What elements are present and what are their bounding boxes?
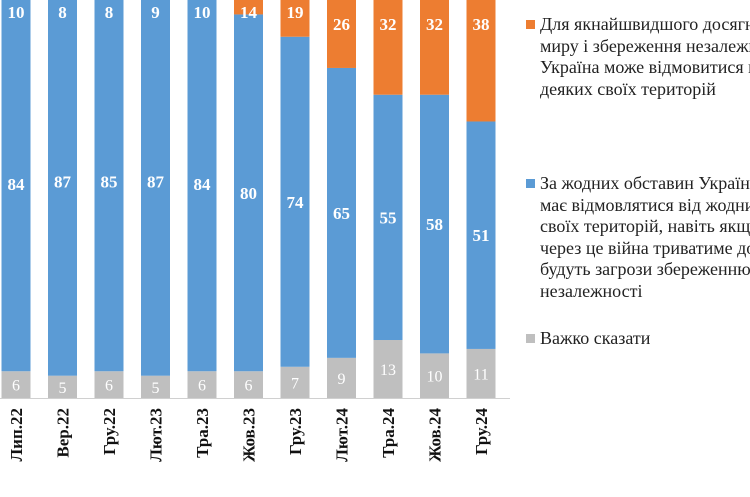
bar-segment-yes <box>327 0 356 68</box>
legend-line: миру і збереження незалежності <box>540 35 750 56</box>
legend-line: За жодних обставин Україна не <box>540 173 750 193</box>
bar-segment-no <box>420 94 449 354</box>
x-tick-label: Жов.23 <box>240 408 259 462</box>
bar-segment-no <box>327 67 356 358</box>
bar-segment-hard <box>187 371 217 398</box>
bar-value-label-hard: 9 <box>338 371 346 388</box>
x-tick-label: Гру.24 <box>472 408 491 456</box>
bar-value-label-hard: 10 <box>427 369 443 386</box>
x-tick-labels: Лип.22 Вер.22 Гру.22 Лют.23 Тра.23 Жов.23 Гру.… <box>7 408 491 463</box>
bar-value-label-hard: 6 <box>12 378 20 395</box>
bar-segment-no <box>466 121 496 349</box>
bar-segment-no <box>234 14 263 372</box>
bar-value-label-yes: 19 <box>287 3 304 22</box>
bar-value-label-hard: 13 <box>380 362 396 379</box>
x-tick-label: Лют.23 <box>147 408 166 462</box>
x-tick-label: Тра.24 <box>379 408 398 458</box>
bar-value-label-no: 65 <box>333 204 350 223</box>
bar-segment-hard <box>234 371 263 398</box>
bar-segment-yes <box>234 0 263 15</box>
bar-segment-no <box>1 0 31 372</box>
bar-segment-no <box>141 0 170 376</box>
bar-value-label-no: 51 <box>473 226 490 245</box>
bar-value-label-hard: 7 <box>291 375 299 392</box>
bar-segment-hard <box>327 357 356 398</box>
legend-swatch-no <box>526 179 535 188</box>
legend: Для якнайшвидшого досягнення миру і збер… <box>526 0 750 497</box>
legend-swatch-hard <box>526 334 535 343</box>
bar-segment-hard <box>94 371 124 398</box>
bar-segment-no <box>48 0 77 376</box>
legend-item-yes: Для якнайшвидшого досягнення миру і збер… <box>526 14 750 100</box>
x-tick-label: Тра.23 <box>193 408 212 458</box>
bar-value-label-yes: 10 <box>194 3 211 22</box>
bar-segment-hard <box>48 375 77 398</box>
bar-segment-no <box>373 94 403 341</box>
legend-line: своїх територій, навіть якщо <box>540 216 750 236</box>
bar-value-label-no: 74 <box>287 193 305 212</box>
bar-value-label-yes: 38 <box>473 15 490 34</box>
bar-segment-yes <box>466 0 496 122</box>
bar-value-label-no: 85 <box>101 173 118 192</box>
bar-value-label-hard: 6 <box>245 378 253 395</box>
bar-value-label-yes: 10 <box>8 3 25 22</box>
bar-value-label-yes: 32 <box>426 15 443 34</box>
legend-item-no: За жодних обставин Україна не має відмов… <box>526 173 750 302</box>
x-tick-label: Лют.24 <box>333 408 352 462</box>
bar-segment-hard <box>280 366 310 398</box>
bar-segment-hard <box>1 371 31 398</box>
bar-value-label-yes: 32 <box>380 15 397 34</box>
x-tick-label: Вер.22 <box>54 408 73 458</box>
bar-value-label-no: 80 <box>240 184 257 203</box>
legend-line: деяких своїх територій <box>540 78 716 99</box>
x-tick-label: Гру.22 <box>100 408 119 455</box>
bar-segment-hard <box>466 348 496 398</box>
bar-value-label-hard: 5 <box>152 380 160 397</box>
x-tick-label: Лип.22 <box>7 408 26 462</box>
legend-line: незалежності <box>540 280 643 301</box>
bar-value-label-yes: 26 <box>333 15 350 34</box>
bar-value-label-hard: 11 <box>473 366 488 383</box>
bar-segment-no <box>94 0 124 372</box>
legend-line: Для якнайшвидшого досягнення <box>540 14 750 34</box>
legend-item-hard: Важко сказати <box>526 328 750 350</box>
bar-segment-hard <box>420 353 449 398</box>
bar-segment-yes <box>420 0 449 95</box>
bar-value-label-no: 55 <box>380 208 397 227</box>
bars-group: 6841058786858587968410680147741996526135… <box>1 0 496 398</box>
legend-line: Важко сказати <box>540 328 651 348</box>
bar-segment-hard <box>141 375 170 398</box>
bar-value-label-hard: 6 <box>198 378 206 395</box>
bar-value-label-no: 87 <box>147 173 165 192</box>
legend-line: через це війна триватиме довше <box>540 237 750 258</box>
bar-segment-no <box>187 0 217 372</box>
bar-value-label-yes: 9 <box>151 3 160 22</box>
legend-line: Україна може відмовитися від <box>540 57 750 77</box>
x-tick-label: Гру.23 <box>286 408 305 455</box>
bar-value-label-no: 84 <box>194 175 212 194</box>
legend-line: має відмовлятися від жодних <box>540 194 750 215</box>
bar-value-label-yes: 14 <box>240 3 258 22</box>
bar-segment-hard <box>373 340 403 398</box>
bar-value-label-hard: 6 <box>105 378 113 395</box>
legend-swatch-yes <box>526 20 535 29</box>
bar-value-label-yes: 8 <box>58 3 67 22</box>
bar-value-label-no: 58 <box>426 215 443 234</box>
x-tick-label: Жов.24 <box>426 408 445 463</box>
bar-segment-yes <box>280 0 310 37</box>
bar-value-label-no: 84 <box>8 175 26 194</box>
legend-line: будуть загрози збереженню <box>540 259 750 279</box>
bar-value-label-no: 87 <box>54 173 72 192</box>
bar-value-label-yes: 8 <box>105 3 114 22</box>
bar-value-label-hard: 5 <box>59 380 67 397</box>
bar-segment-no <box>280 36 310 367</box>
bar-segment-yes <box>373 0 403 95</box>
